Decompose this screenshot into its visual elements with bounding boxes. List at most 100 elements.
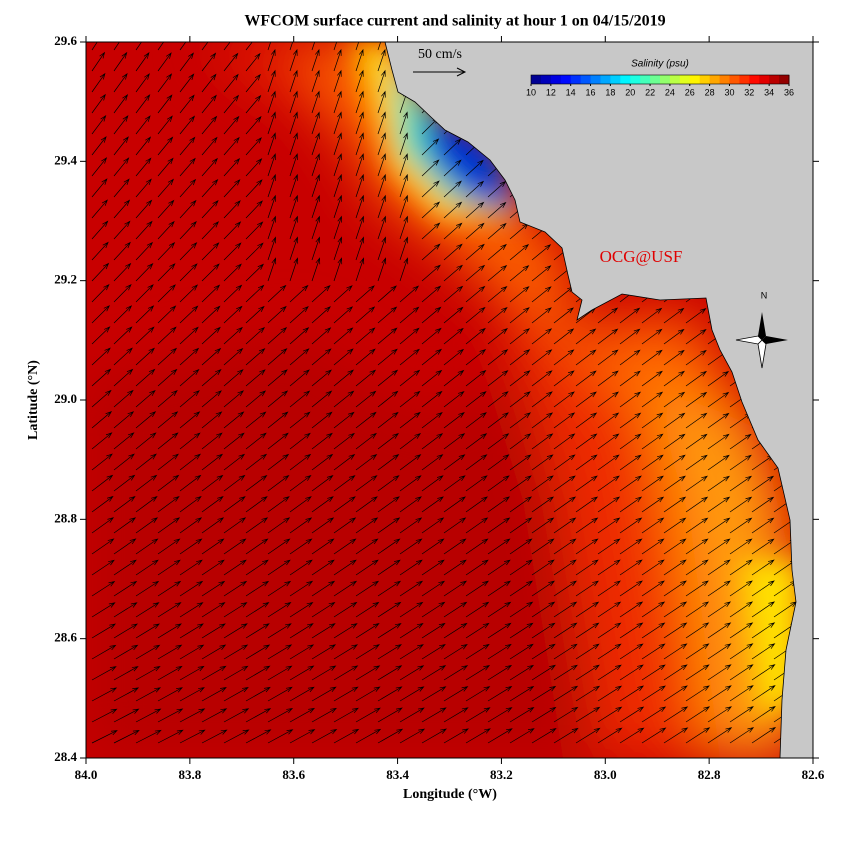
current-arrow (751, 685, 776, 702)
current-arrow (421, 138, 440, 156)
current-arrow (91, 602, 116, 618)
current-arrow (619, 349, 641, 366)
current-arrow (465, 517, 489, 534)
current-arrow (399, 173, 408, 198)
current-arrow (685, 349, 707, 366)
current-arrow (245, 42, 253, 51)
current-arrow (267, 215, 276, 240)
current-arrow (179, 432, 201, 450)
current-arrow (707, 643, 732, 660)
current-arrow (289, 257, 299, 282)
current-arrow (311, 369, 332, 387)
current-arrow (289, 601, 314, 618)
current-arrow (135, 305, 155, 324)
current-arrow (619, 307, 641, 324)
current-arrow (377, 475, 400, 492)
current-arrow (311, 257, 321, 282)
current-arrow (333, 559, 357, 576)
current-arrow (179, 115, 196, 135)
current-arrow (179, 157, 196, 177)
current-arrow (619, 496, 643, 513)
current-arrow (245, 538, 269, 555)
current-arrow (135, 326, 155, 345)
colorbar-cell (719, 75, 730, 84)
current-arrow (355, 215, 364, 240)
current-arrow (575, 664, 600, 681)
current-arrow (707, 454, 730, 471)
current-arrow (113, 42, 120, 51)
current-arrow (421, 707, 447, 723)
current-arrow (663, 601, 688, 618)
current-arrow (421, 369, 443, 387)
current-arrow (707, 496, 731, 513)
current-arrow (355, 348, 376, 366)
current-arrow (311, 559, 335, 576)
current-arrow (333, 257, 343, 282)
colorbar-cell (779, 75, 790, 84)
current-arrow (399, 194, 408, 219)
current-arrow (267, 173, 276, 198)
current-arrow (465, 559, 489, 576)
current-arrow (707, 685, 732, 702)
current-arrow (311, 496, 334, 513)
current-arrow (575, 328, 597, 345)
current-arrow (421, 559, 445, 576)
land (384, 42, 813, 758)
current-arrow (531, 475, 554, 492)
current-arrow (685, 370, 708, 387)
current-arrow (135, 157, 152, 177)
current-arrow (685, 706, 711, 723)
current-arrow (729, 706, 754, 723)
current-arrow (91, 241, 109, 261)
current-arrow (465, 454, 488, 471)
current-arrow (289, 411, 311, 429)
current-arrow (553, 433, 576, 450)
current-arrow (443, 327, 464, 345)
current-arrow (113, 389, 134, 408)
current-arrow (91, 708, 118, 723)
current-arrow (377, 111, 386, 135)
current-arrow (289, 236, 299, 261)
current-arrow (377, 538, 401, 555)
current-arrow (465, 285, 486, 303)
current-arrow (597, 727, 623, 744)
current-arrow (553, 622, 578, 639)
current-arrow (113, 136, 129, 156)
current-arrow (135, 73, 150, 93)
current-arrow (685, 601, 710, 618)
current-arrow (509, 622, 534, 639)
current-arrow (245, 559, 269, 576)
current-arrow (91, 389, 112, 408)
y-tick-label: 29.6 (54, 33, 77, 48)
current-arrow (443, 454, 466, 471)
current-arrow (311, 194, 320, 219)
x-tick-label: 82.6 (802, 767, 825, 782)
current-arrow (135, 42, 142, 51)
current-arrow (311, 517, 335, 534)
current-arrow (465, 222, 485, 240)
current-arrow (377, 496, 400, 513)
current-arrow (223, 305, 243, 324)
current-arrow (641, 517, 665, 534)
current-arrow (465, 433, 488, 450)
current-arrow (355, 132, 364, 156)
current-arrow (179, 368, 200, 387)
current-arrow (487, 622, 512, 639)
current-arrow (157, 496, 180, 513)
current-arrow (619, 370, 641, 387)
current-arrow (157, 368, 178, 387)
current-arrow (509, 328, 531, 345)
current-arrow (663, 433, 686, 450)
current-arrow (355, 644, 380, 660)
current-arrow (509, 580, 533, 597)
current-arrow (223, 474, 246, 492)
current-arrow (267, 111, 276, 135)
current-arrow (157, 708, 184, 723)
current-arrow (399, 132, 408, 156)
current-arrow (179, 644, 205, 660)
current-arrow (685, 328, 707, 345)
current-arrow (421, 264, 441, 282)
current-arrow (355, 42, 360, 51)
current-arrow (333, 411, 355, 429)
current-arrow (267, 48, 276, 72)
